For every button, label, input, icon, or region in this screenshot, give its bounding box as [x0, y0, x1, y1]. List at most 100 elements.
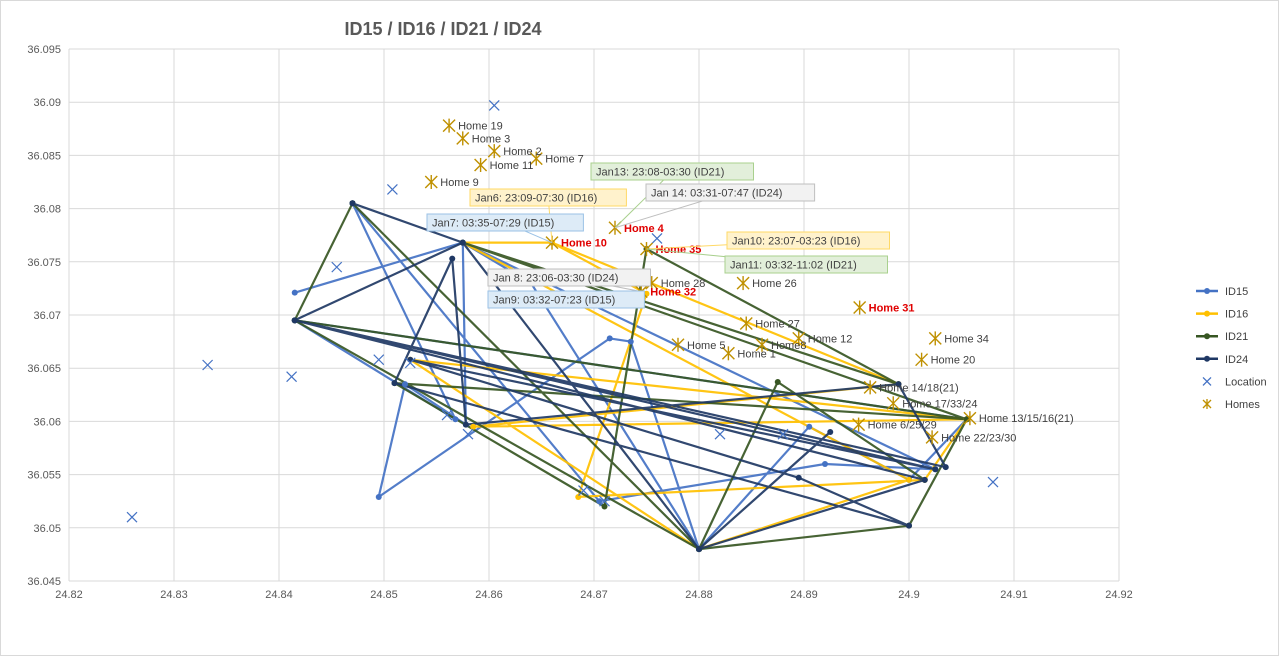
callout-text: Jan9: 03:32-07:23 (ID15) — [493, 295, 615, 307]
location-marker-stroke — [488, 99, 500, 111]
point-id15 — [291, 289, 298, 296]
callout-text: Jan 8: 23:06-03:30 (ID24) — [493, 273, 618, 285]
location-marker — [488, 99, 500, 111]
home-label: Home 5 — [687, 340, 726, 352]
point-id24 — [459, 239, 466, 246]
y-tick-label: 36.07 — [33, 310, 61, 322]
home-marker — [487, 144, 501, 159]
home-marker — [442, 118, 456, 133]
callout-text: Jan7: 03:35-07:29 (ID15) — [432, 218, 554, 230]
point-id24 — [349, 200, 356, 207]
legend-marker-location — [1202, 376, 1212, 386]
home-marker — [792, 331, 806, 346]
x-tick-label: 24.86 — [475, 589, 503, 601]
series-line-id15 — [293, 202, 968, 551]
y-tick-label: 36.09 — [33, 97, 61, 109]
home-label: Home 14/18(21) — [879, 382, 959, 394]
y-tick-label: 36.075 — [27, 257, 61, 269]
home-marker — [963, 411, 977, 426]
home-label: Home 22/23/30 — [941, 432, 1016, 444]
legend-marker-id24 — [1204, 355, 1210, 362]
point-id15 — [596, 498, 603, 505]
callout-box — [469, 188, 627, 207]
point-id15 — [627, 338, 634, 345]
home-label: Home 10 — [561, 238, 607, 250]
home-label: Home 35 — [656, 244, 702, 256]
home-label: Home 32 — [650, 287, 696, 299]
point-id15 — [822, 460, 828, 467]
point-id24 — [696, 546, 702, 553]
location-marker-stroke — [286, 371, 298, 383]
y-tick-label: 36.085 — [27, 150, 61, 162]
callout-box — [590, 162, 754, 181]
y-tick-label: 36.045 — [27, 576, 61, 588]
callout-text: Jan11: 03:32-11:02 (ID21) — [730, 260, 857, 272]
home-label: Home 7 — [545, 154, 584, 166]
point-id24 — [407, 356, 414, 363]
home-label: Home 2 — [503, 146, 542, 158]
home-marker — [474, 157, 488, 172]
y-tick-label: 36.08 — [33, 204, 61, 216]
x-tick-label: 24.91 — [1000, 589, 1028, 601]
location-marker-stroke — [599, 495, 610, 507]
location-marker-stroke — [987, 476, 999, 488]
point-id24 — [942, 464, 949, 471]
home-marker — [755, 337, 769, 352]
location-marker-stroke — [714, 428, 726, 440]
home-label: Home 11 — [490, 160, 534, 172]
point-id24 — [921, 476, 928, 483]
point-id24 — [449, 255, 456, 262]
point-id24 — [906, 522, 912, 529]
y-tick-label: 36.05 — [33, 523, 61, 535]
point-id15 — [806, 423, 813, 430]
gridlines — [68, 48, 1120, 582]
point-id24 — [291, 317, 298, 324]
x-tick-label: 24.89 — [790, 589, 818, 601]
location-marker — [441, 409, 453, 421]
location-marker — [578, 485, 589, 496]
y-tick-label: 36.055 — [27, 470, 61, 482]
home-marker — [529, 151, 543, 166]
location-marker — [202, 359, 214, 371]
home-label: Home 12 — [808, 333, 853, 345]
legend-label: ID24 — [1225, 354, 1248, 366]
home-label: Home 9 — [440, 177, 479, 189]
home-marker — [671, 337, 685, 352]
home-label: Home 4 — [624, 223, 665, 235]
x-tick-label: 24.88 — [685, 589, 713, 601]
legend-label: ID16 — [1225, 309, 1248, 321]
home-marker — [852, 417, 866, 432]
home-marker — [886, 396, 900, 411]
point-id21 — [601, 503, 608, 510]
callout-pointer — [614, 171, 673, 229]
point-id16 — [906, 476, 912, 483]
y-tick-label: 36.065 — [27, 363, 61, 375]
legend: ID15 ID16 ID21 ID24 Location Homes — [1196, 286, 1267, 411]
home-label: Home 28 — [661, 278, 706, 290]
x-tick-label: 24.87 — [580, 589, 608, 601]
callout-text: Jan6: 23:09-07:30 (ID16) — [475, 193, 597, 205]
location-marker — [714, 428, 726, 440]
callout-box — [487, 268, 651, 287]
location-marker — [386, 184, 398, 195]
point-id15 — [402, 381, 408, 388]
location-marker — [987, 476, 999, 488]
location-marker-stroke — [373, 354, 385, 366]
home-marker — [928, 331, 942, 346]
series-line-id24 — [293, 202, 947, 551]
legend-marker-id15 — [1204, 288, 1210, 294]
chart-title: ID15 / ID16 / ID21 / ID24 — [344, 19, 541, 39]
location-marker-stroke — [386, 184, 398, 195]
point-id24 — [932, 466, 939, 473]
location-marker — [651, 232, 663, 244]
point-id24 — [391, 380, 398, 387]
location-marker — [286, 371, 298, 383]
point-id24 — [827, 429, 834, 436]
home-label: Home 1 — [737, 348, 776, 360]
series-markers — [126, 99, 999, 553]
y-tick-label: 36.06 — [33, 416, 61, 428]
point-id24 — [895, 381, 902, 388]
location-marker-stroke — [462, 428, 474, 440]
home-label: Home 3 — [472, 133, 511, 145]
